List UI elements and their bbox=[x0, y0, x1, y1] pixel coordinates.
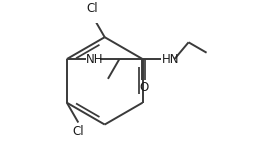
Text: NH: NH bbox=[86, 53, 104, 65]
Text: O: O bbox=[139, 81, 148, 94]
Text: Cl: Cl bbox=[73, 125, 84, 138]
Text: Cl: Cl bbox=[86, 2, 98, 15]
Text: HN: HN bbox=[161, 53, 179, 65]
